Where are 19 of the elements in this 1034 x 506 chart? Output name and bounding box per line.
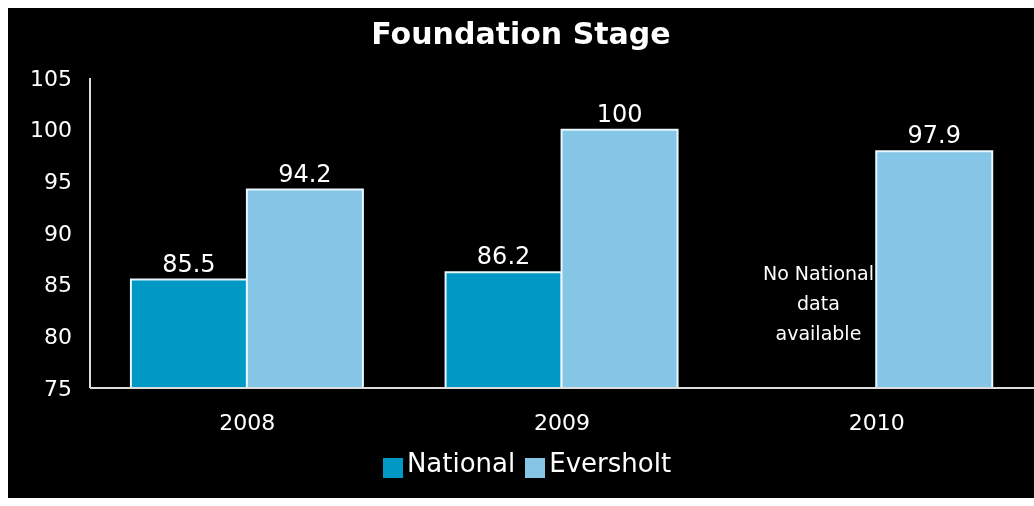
annotation: No National data available	[761, 260, 875, 346]
data-label: 94.2	[278, 159, 332, 188]
y-tick-label: 100	[30, 117, 72, 143]
legend-label: National	[406, 448, 516, 478]
x-tick-label: 2008	[219, 409, 276, 435]
data-label: 86.2	[476, 242, 531, 271]
data-label: 85.5	[162, 249, 216, 278]
y-tick-label: 90	[44, 220, 72, 246]
y-tick-label: 95	[44, 169, 72, 195]
y-tick-label: 80	[44, 324, 72, 350]
chart-title: Foundation Stage	[370, 16, 672, 51]
y-tick-label: 75	[44, 375, 72, 401]
y-tick-label: 105	[30, 65, 72, 91]
legend-label: Eversholt	[549, 448, 672, 478]
data-label: 100	[596, 99, 643, 128]
data-label: 97.9	[907, 121, 961, 150]
y-tick-label: 85	[44, 272, 72, 298]
x-tick-label: 2010	[848, 409, 905, 435]
x-tick-label: 2009	[534, 409, 590, 435]
